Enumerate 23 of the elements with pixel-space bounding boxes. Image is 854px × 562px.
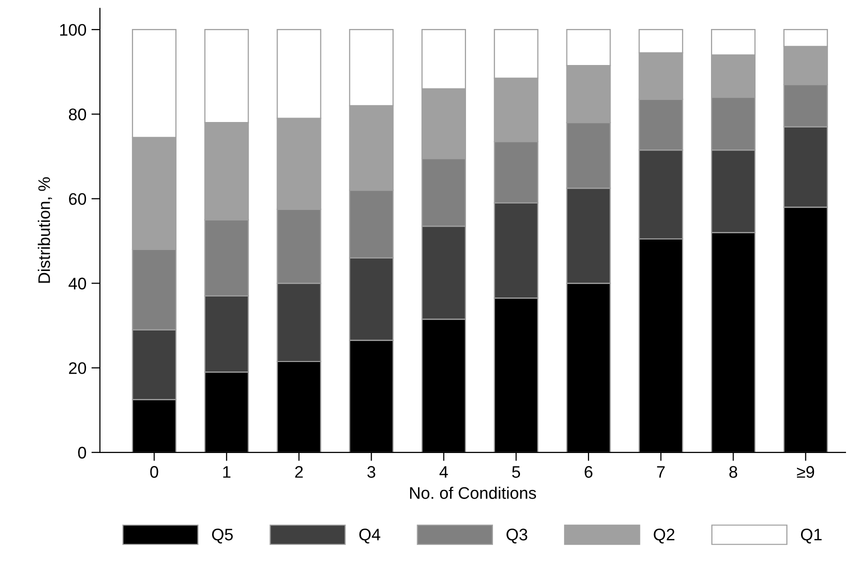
y-tick-label: 40 xyxy=(68,278,86,290)
legend-label: Q2 xyxy=(654,528,674,544)
y-tick-label: 100 xyxy=(60,24,86,36)
y-tick-label: 20 xyxy=(69,362,86,374)
x-tick-label: 8 xyxy=(729,466,738,478)
x-axis-title: No. of Conditions xyxy=(410,486,536,499)
x-tick-label: 5 xyxy=(512,466,520,478)
legend-label: Q3 xyxy=(506,528,528,544)
x-tick-label: 1 xyxy=(223,466,230,478)
x-tick-label: 2 xyxy=(295,466,303,478)
x-tick-label: 0 xyxy=(150,466,158,478)
x-tick-label: ≥9 xyxy=(796,466,814,478)
y-tick-label: 0 xyxy=(78,446,86,459)
y-tick-label: 80 xyxy=(68,108,86,120)
legend-label: Q4 xyxy=(359,528,380,544)
x-tick-label: 6 xyxy=(584,466,592,478)
x-tick-label: 3 xyxy=(367,466,376,478)
legend-label: Q1 xyxy=(800,528,822,544)
y-tick-label: 60 xyxy=(69,193,86,205)
y-axis-title: Distribution, % xyxy=(38,177,52,283)
x-tick-label: 7 xyxy=(657,466,665,478)
legend-label: Q5 xyxy=(212,528,233,544)
x-tick-label: 4 xyxy=(439,466,448,478)
